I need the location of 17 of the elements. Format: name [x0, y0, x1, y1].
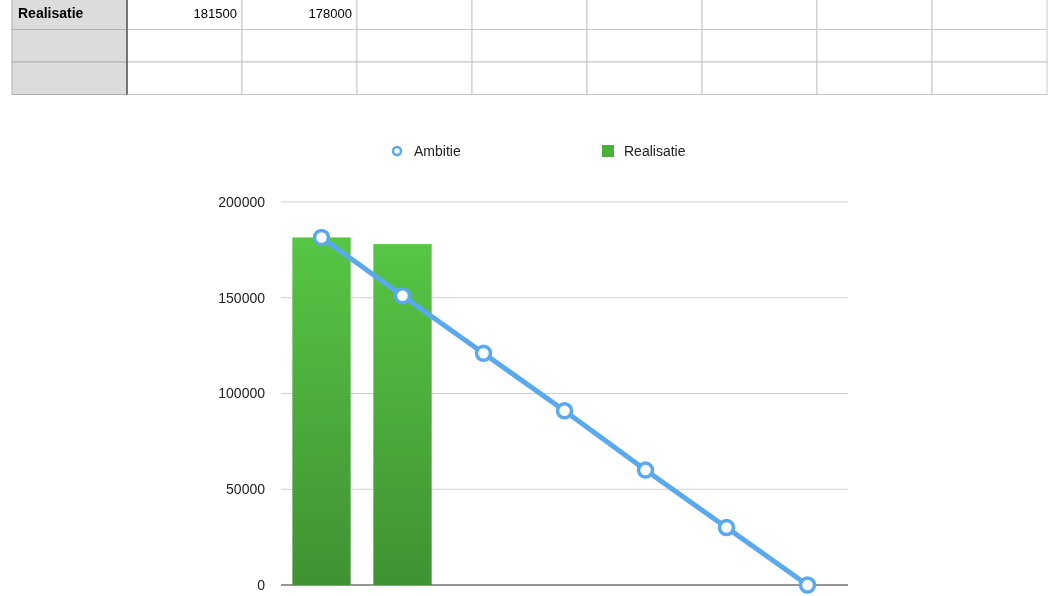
text: 178000 — [308, 6, 352, 22]
legend-label: Ambitie — [414, 143, 461, 159]
legend-label: Realisatie — [624, 143, 686, 159]
text: 181500 — [193, 6, 237, 22]
y-tick-label: 150000 — [218, 289, 266, 306]
point — [312, 228, 331, 247]
y-tick-label: 50000 — [226, 481, 266, 498]
point — [555, 401, 574, 420]
point — [636, 461, 655, 479]
y-tick-label: 200000 — [218, 193, 266, 210]
point — [393, 287, 412, 305]
y-tick-label: 100000 — [218, 385, 266, 402]
point — [474, 344, 493, 363]
y-tick-label: 0 — [257, 576, 266, 593]
point — [717, 518, 736, 537]
point — [798, 576, 817, 594]
text: Realisatie — [18, 5, 84, 22]
